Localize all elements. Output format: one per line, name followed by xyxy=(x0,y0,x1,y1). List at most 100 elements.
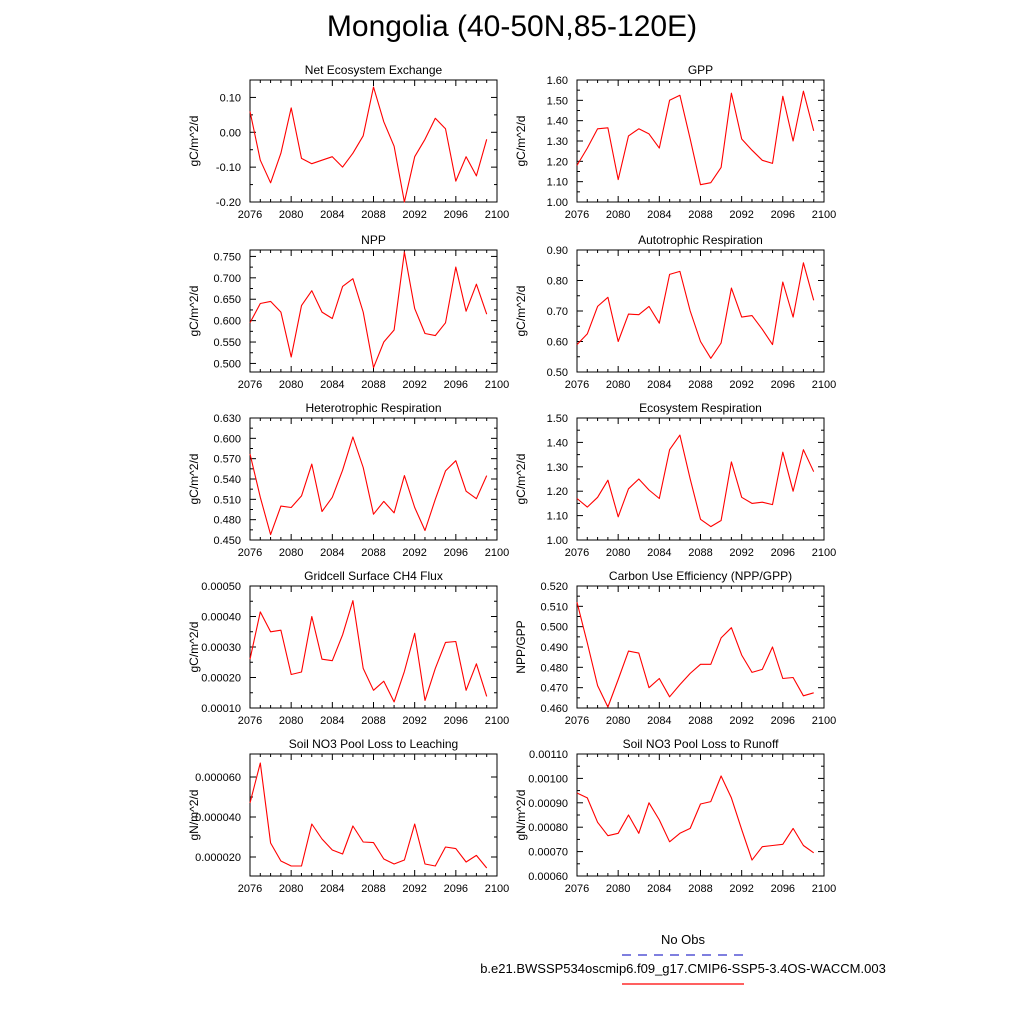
y-tick-label: 0.00080 xyxy=(528,822,568,834)
y-tick-label: 0.60 xyxy=(547,337,568,349)
x-tick-label: 2080 xyxy=(606,715,630,727)
x-tick-label: 2096 xyxy=(771,883,795,895)
x-tick-label: 2076 xyxy=(565,209,589,221)
x-tick-label: 2088 xyxy=(688,547,712,559)
series-line xyxy=(576,775,815,861)
y-axis-label: gC/m^2/d xyxy=(514,286,528,337)
x-tick-label: 2092 xyxy=(402,547,426,559)
y-tick-label: 0.00060 xyxy=(528,871,568,883)
chart-panel: NPP gC/m^2/d 2076 2080 2084 2088 2092 2096 2100 0… xyxy=(187,233,509,391)
y-tick-label: 1.00 xyxy=(547,197,568,209)
x-tick-label: 2100 xyxy=(812,547,836,559)
plot-frame xyxy=(576,753,825,877)
y-tick-label: 0.650 xyxy=(213,294,241,306)
y-tick-label: 0.00050 xyxy=(201,581,241,593)
series-line xyxy=(249,251,488,369)
chart-panel: GPP gC/m^2/d 2076 2080 2084 2088 2092 2096 2100 1… xyxy=(514,63,836,221)
y-tick-label: 0.480 xyxy=(540,662,568,674)
y-tick-label: 0.00100 xyxy=(528,773,568,785)
y-tick-label: 0.550 xyxy=(213,337,241,349)
x-tick-label: 2076 xyxy=(565,715,589,727)
y-tick-label: 0.00110 xyxy=(529,749,568,761)
y-tick-label: 0.750 xyxy=(213,251,241,263)
plot-frame xyxy=(249,249,498,373)
y-tick-label: 0.510 xyxy=(213,494,241,506)
x-tick-label: 2080 xyxy=(606,209,630,221)
y-tick-label: 1.10 xyxy=(547,511,568,523)
chart-title: Net Ecosystem Exchange xyxy=(305,63,443,77)
y-tick-label: 0.000060 xyxy=(195,772,241,784)
y-tick-label: 1.60 xyxy=(547,75,568,87)
chart-title: NPP xyxy=(361,233,386,247)
y-axis-label: gC/m^2/d xyxy=(514,116,528,167)
y-tick-label: 1.40 xyxy=(547,116,568,128)
plot-frame xyxy=(249,79,498,203)
y-axis-label: gN/m^2/d xyxy=(187,790,201,841)
x-tick-label: 2080 xyxy=(279,379,303,391)
y-axis-label: gC/m^2/d xyxy=(187,286,201,337)
y-tick-label: -0.10 xyxy=(216,162,241,174)
y-tick-label: 1.50 xyxy=(547,95,568,107)
series-line xyxy=(576,602,814,708)
y-tick-label: 1.10 xyxy=(547,177,568,189)
y-tick-label: 1.00 xyxy=(547,535,568,547)
chart-panel: Net Ecosystem Exchange gC/m^2/d 2076 2080 20… xyxy=(187,63,509,221)
series-line xyxy=(249,762,488,869)
y-tick-label: 0.700 xyxy=(213,273,241,285)
y-tick-label: 0.500 xyxy=(213,358,241,370)
x-tick-label: 2084 xyxy=(320,379,344,391)
series-line xyxy=(249,86,488,203)
x-tick-label: 2096 xyxy=(771,379,795,391)
y-axis-label: NPP/GPP xyxy=(514,620,528,673)
chart-title: Ecosystem Respiration xyxy=(639,401,762,415)
x-tick-label: 2096 xyxy=(444,379,468,391)
x-tick-label: 2088 xyxy=(361,547,385,559)
x-tick-label: 2100 xyxy=(485,883,509,895)
x-tick-label: 2096 xyxy=(771,547,795,559)
x-tick-label: 2096 xyxy=(771,209,795,221)
y-tick-label: 1.20 xyxy=(547,486,568,498)
x-tick-label: 2076 xyxy=(238,209,262,221)
y-axis-label: gC/m^2/d xyxy=(514,454,528,505)
x-tick-label: 2092 xyxy=(729,547,753,559)
plot-frame xyxy=(249,753,498,877)
y-tick-label: 0.10 xyxy=(220,92,241,104)
series-line xyxy=(576,262,815,359)
y-axis-label: gC/m^2/d xyxy=(187,454,201,505)
plot-frame xyxy=(576,417,825,541)
y-tick-label: 1.30 xyxy=(547,462,568,474)
x-tick-label: 2084 xyxy=(647,209,671,221)
chart-title: Autotrophic Respiration xyxy=(638,233,763,247)
y-tick-label: 1.40 xyxy=(547,437,568,449)
x-tick-label: 2092 xyxy=(729,883,753,895)
x-tick-label: 2084 xyxy=(320,547,344,559)
x-tick-label: 2088 xyxy=(361,209,385,221)
y-tick-label: 0.570 xyxy=(213,454,241,466)
y-tick-label: 0.00 xyxy=(220,127,241,139)
x-tick-label: 2084 xyxy=(320,715,344,727)
y-tick-label: 0.520 xyxy=(540,581,568,593)
y-tick-label: 0.00030 xyxy=(201,642,241,654)
y-tick-label: 0.70 xyxy=(547,306,568,318)
page-title: Mongolia (40-50N,85-120E) xyxy=(326,10,698,43)
chart-panel: Gridcell Surface CH4 Flux gC/m^2/d 2076 208… xyxy=(187,569,509,727)
x-tick-label: 2100 xyxy=(485,379,509,391)
y-tick-label: 0.00010 xyxy=(201,703,241,715)
x-tick-label: 2088 xyxy=(361,715,385,727)
x-tick-label: 2092 xyxy=(402,209,426,221)
chart-title: GPP xyxy=(688,63,713,77)
x-tick-label: 2076 xyxy=(238,883,262,895)
x-tick-label: 2100 xyxy=(812,715,836,727)
chart-panel: Ecosystem Respiration gC/m^2/d 2076 2080 208… xyxy=(514,401,836,559)
y-tick-label: 0.490 xyxy=(540,642,568,654)
x-tick-label: 2100 xyxy=(485,547,509,559)
y-axis-label: gC/m^2/d xyxy=(187,622,201,673)
x-tick-label: 2088 xyxy=(688,209,712,221)
x-tick-label: 2080 xyxy=(606,883,630,895)
plot-frame xyxy=(576,249,825,373)
y-axis-label: gC/m^2/d xyxy=(187,116,201,167)
x-tick-label: 2076 xyxy=(238,547,262,559)
chart-title: Heterotrophic Respiration xyxy=(305,401,441,415)
series-line xyxy=(249,600,488,703)
